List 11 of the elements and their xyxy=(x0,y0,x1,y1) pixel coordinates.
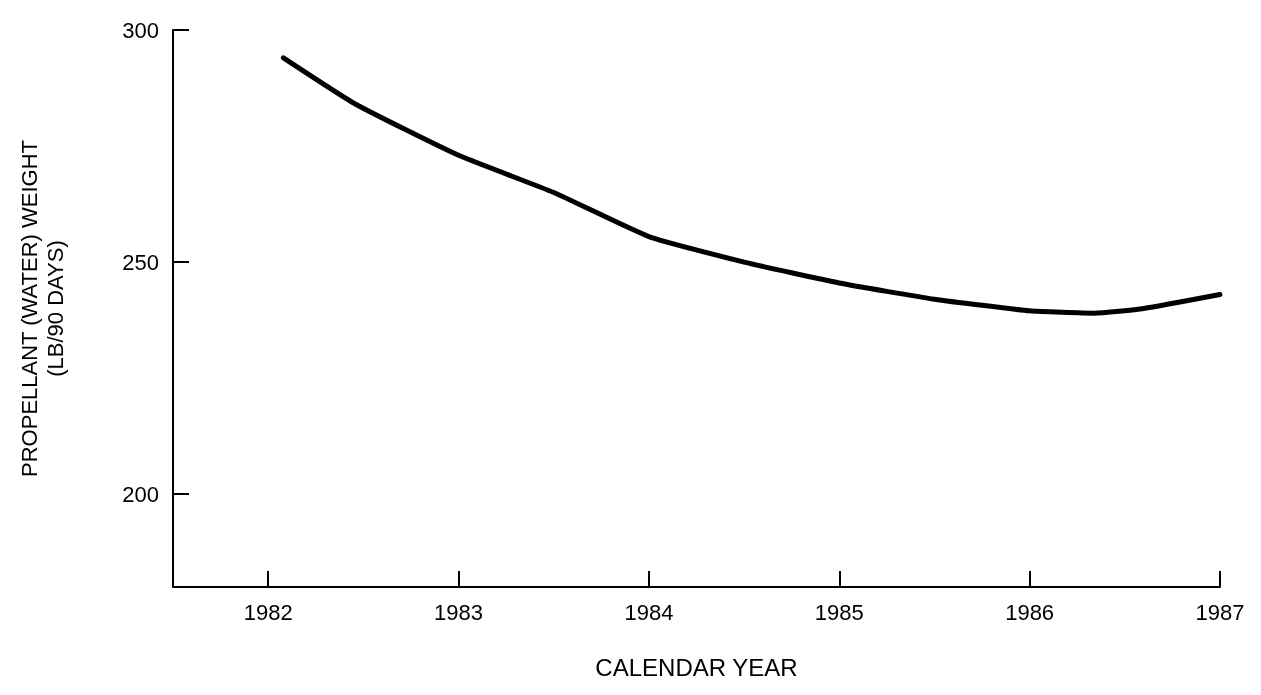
x-tick-label: 1987 xyxy=(1195,599,1245,625)
x-tick-label: 1984 xyxy=(624,599,674,625)
x-axis-title: CALENDAR YEAR xyxy=(595,653,798,681)
y-tick-label: 250 xyxy=(122,249,159,275)
x-tick-label: 1986 xyxy=(1005,599,1055,625)
y-tick-label: 200 xyxy=(122,481,159,507)
y-tick-label: 300 xyxy=(122,17,159,43)
x-tick-label: 1985 xyxy=(814,599,864,625)
x-tick-label: 1983 xyxy=(434,599,484,625)
x-tick-label: 1982 xyxy=(243,599,293,625)
y-axis-title: PROPELLANT (WATER) WEIGHT (LB/90 DAYS) xyxy=(16,140,68,477)
